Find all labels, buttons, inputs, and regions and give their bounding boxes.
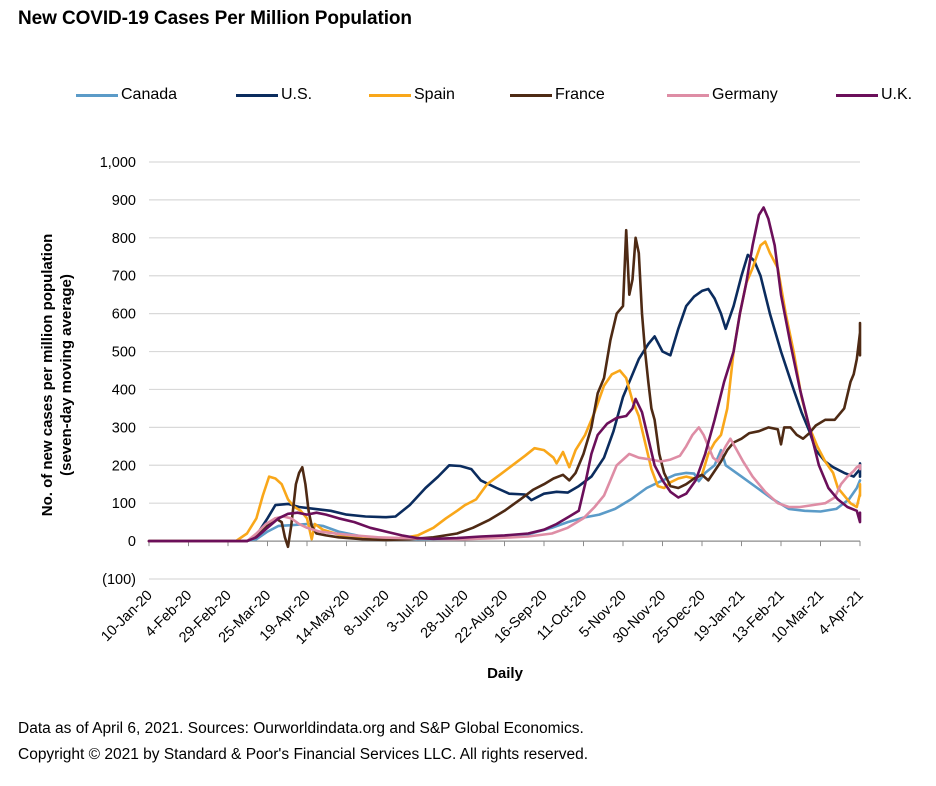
x-axis-label: Daily bbox=[487, 665, 524, 682]
footer: Data as of April 6, 2021. Sources: Ourwo… bbox=[18, 716, 588, 768]
legend-label-spain: Spain bbox=[414, 86, 455, 103]
y-tick-label: 600 bbox=[112, 307, 136, 323]
x-tick-label: 10-Jan-20 bbox=[98, 588, 155, 645]
legend-item-us: U.S. bbox=[236, 84, 312, 106]
legend-label-canada: Canada bbox=[121, 86, 178, 103]
y-tick-label: 100 bbox=[112, 496, 136, 512]
legend-item-france: France bbox=[510, 84, 605, 106]
legend: Canada U.S. Spain France Germany U.K. bbox=[0, 84, 936, 106]
y-tick-label: 500 bbox=[112, 345, 136, 361]
y-tick-label: 0 bbox=[128, 534, 136, 550]
legend-item-germany: Germany bbox=[667, 84, 778, 106]
y-tick-label: 800 bbox=[112, 231, 136, 247]
legend-swatch-germany bbox=[667, 93, 709, 97]
chart-title: New COVID-19 Cases Per Million Populatio… bbox=[18, 8, 412, 29]
legend-label-germany: Germany bbox=[712, 86, 778, 103]
legend-swatch-us bbox=[236, 93, 278, 97]
legend-item-canada: Canada bbox=[76, 84, 177, 106]
legend-label-uk: U.K. bbox=[881, 86, 913, 103]
footer-copyright: Copyright © 2021 by Standard & Poor's Fi… bbox=[18, 746, 589, 763]
legend-label-france: France bbox=[555, 86, 605, 103]
y-tick-label: 400 bbox=[112, 382, 136, 398]
legend-swatch-spain bbox=[369, 93, 411, 97]
y-tick-label: 200 bbox=[112, 458, 136, 474]
y-tick-label: 300 bbox=[112, 420, 136, 436]
legend-swatch-uk bbox=[836, 93, 878, 97]
y-tick-label: 900 bbox=[112, 193, 136, 209]
series-line-france bbox=[147, 228, 862, 549]
y-axis-label-line1: No. of new cases per million population bbox=[39, 234, 56, 517]
legend-item-spain: Spain bbox=[369, 84, 455, 106]
series-line-spain bbox=[147, 240, 862, 543]
y-tick-label: 1,000 bbox=[100, 155, 136, 171]
legend-swatch-canada bbox=[76, 93, 118, 97]
y-axis-ticks: 1,000 900 800 700 600 500 400 300 200 100 0 (100) bbox=[100, 155, 136, 588]
legend-label-us: U.S. bbox=[281, 86, 313, 103]
series-line-us bbox=[147, 253, 862, 543]
series-line-uk bbox=[147, 206, 862, 543]
series-line-germany bbox=[147, 426, 862, 543]
footer-source-note: Data as of April 6, 2021. Sources: Ourwo… bbox=[18, 720, 584, 737]
y-tick-label: 700 bbox=[112, 269, 136, 285]
legend-swatch-france bbox=[510, 93, 552, 97]
legend-item-uk: U.K. bbox=[836, 84, 912, 106]
y-tick-label: (100) bbox=[102, 572, 136, 588]
y-axis-label-line2: (seven-day moving average) bbox=[58, 274, 75, 476]
line-chart: 1,000 900 800 700 600 500 400 300 200 100 0 (100) 1… bbox=[39, 155, 867, 682]
series-line-canada bbox=[147, 448, 862, 543]
series-lines bbox=[147, 206, 862, 549]
x-axis: 10-Jan-204-Feb-2029-Feb-2025-Mar-2019-Ap… bbox=[98, 540, 867, 648]
